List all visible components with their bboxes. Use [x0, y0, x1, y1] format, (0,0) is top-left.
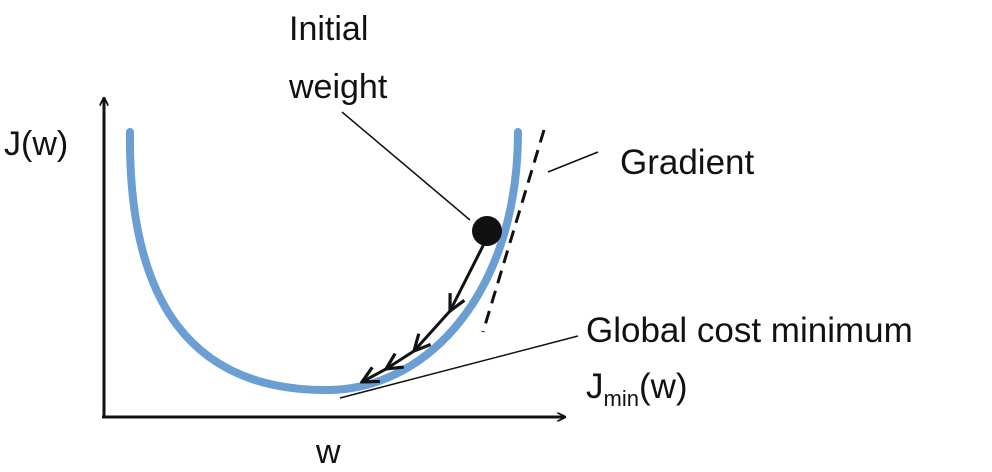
- descent-step-4: [362, 369, 387, 382]
- jmin-base: J: [586, 367, 604, 406]
- jmin-subscript: min: [604, 386, 639, 411]
- initial-weight-label-line1: Initial: [289, 10, 368, 48]
- jmin-argument: (w): [639, 367, 688, 406]
- initial-weight-label-line2: weight: [288, 68, 388, 106]
- gradient-tangent-line: [481, 129, 546, 333]
- global-min-label: Global cost minimum: [586, 311, 913, 350]
- gradient-label: Gradient: [620, 143, 755, 182]
- descent-step-2: [414, 309, 452, 351]
- initial-weight-leader: [341, 111, 471, 221]
- initial-weight-point: [472, 216, 502, 246]
- descent-step-1: [450, 237, 489, 311]
- cost-curve: [125, 128, 522, 395]
- gradient-leader: [547, 151, 599, 173]
- jmin-label: Jmin(w): [586, 367, 688, 411]
- descent-steps: [362, 237, 489, 382]
- global-min-leader: [339, 335, 579, 399]
- descent-step-3: [386, 349, 415, 369]
- x-axis-label: w: [315, 433, 341, 471]
- y-axis-label: J(w): [4, 125, 68, 163]
